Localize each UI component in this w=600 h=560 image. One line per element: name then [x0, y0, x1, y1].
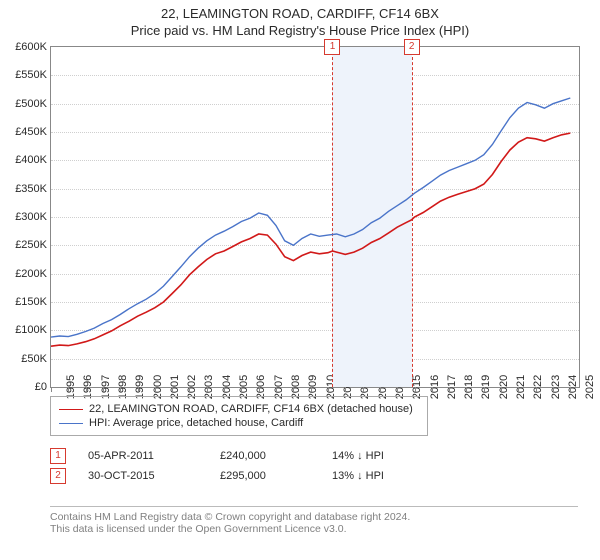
legend-swatch — [59, 409, 83, 410]
legend-label: 22, LEAMINGTON ROAD, CARDIFF, CF14 6BX (… — [89, 403, 413, 415]
legend-item: 22, LEAMINGTON ROAD, CARDIFF, CF14 6BX (… — [59, 403, 419, 415]
sale-event-price: £295,000 — [220, 470, 310, 482]
chart-legend: 22, LEAMINGTON ROAD, CARDIFF, CF14 6BX (… — [50, 396, 428, 436]
chart-lines-layer — [51, 47, 579, 387]
chart-ytick-label: £100K — [15, 324, 51, 336]
chart-ytick-label: £50K — [21, 353, 51, 365]
chart-ytick-label: £300K — [15, 211, 51, 223]
footer-line2: This data is licensed under the Open Gov… — [50, 523, 578, 535]
sale-event-date: 05-APR-2011 — [88, 450, 198, 462]
chart-series-hpi — [51, 98, 570, 337]
chart-ytick-label: £450K — [15, 126, 51, 138]
chart-ytick-label: £200K — [15, 268, 51, 280]
chart-ytick-label: £550K — [15, 69, 51, 81]
chart-title-line2: Price paid vs. HM Land Registry's House … — [0, 21, 600, 42]
sale-events-table: 1 05-APR-2011 £240,000 14% ↓ HPI 2 30-OCT-201… — [50, 444, 384, 488]
legend-swatch — [59, 423, 83, 424]
sale-event-row: 1 05-APR-2011 £240,000 14% ↓ HPI — [50, 448, 384, 464]
sale-event-marker-icon: 1 — [50, 448, 66, 464]
chart-ytick-label: £250K — [15, 239, 51, 251]
sale-event-hpi-delta: 14% ↓ HPI — [332, 450, 384, 462]
chart-plot-area: £0£50K£100K£150K£200K£250K£300K£350K£400… — [50, 46, 580, 388]
footer-attribution: Contains HM Land Registry data © Crown c… — [50, 506, 578, 535]
legend-label: HPI: Average price, detached house, Card… — [89, 417, 303, 429]
chart-series-price_paid — [51, 133, 570, 346]
sale-event-date: 30-OCT-2015 — [88, 470, 198, 482]
chart-ytick-label: £500K — [15, 98, 51, 110]
chart-ytick-label: £150K — [15, 296, 51, 308]
chart-ytick-label: £350K — [15, 183, 51, 195]
chart-ytick-label: £0 — [35, 381, 51, 393]
sale-event-marker-icon: 2 — [50, 468, 66, 484]
sale-event-row: 2 30-OCT-2015 £295,000 13% ↓ HPI — [50, 468, 384, 484]
chart-ytick-label: £600K — [15, 41, 51, 53]
sale-event-hpi-delta: 13% ↓ HPI — [332, 470, 384, 482]
legend-item: HPI: Average price, detached house, Card… — [59, 417, 419, 429]
sale-event-price: £240,000 — [220, 450, 310, 462]
footer-line1: Contains HM Land Registry data © Crown c… — [50, 511, 578, 523]
chart-ytick-label: £400K — [15, 154, 51, 166]
chart-title-line1: 22, LEAMINGTON ROAD, CARDIFF, CF14 6BX — [0, 0, 600, 21]
